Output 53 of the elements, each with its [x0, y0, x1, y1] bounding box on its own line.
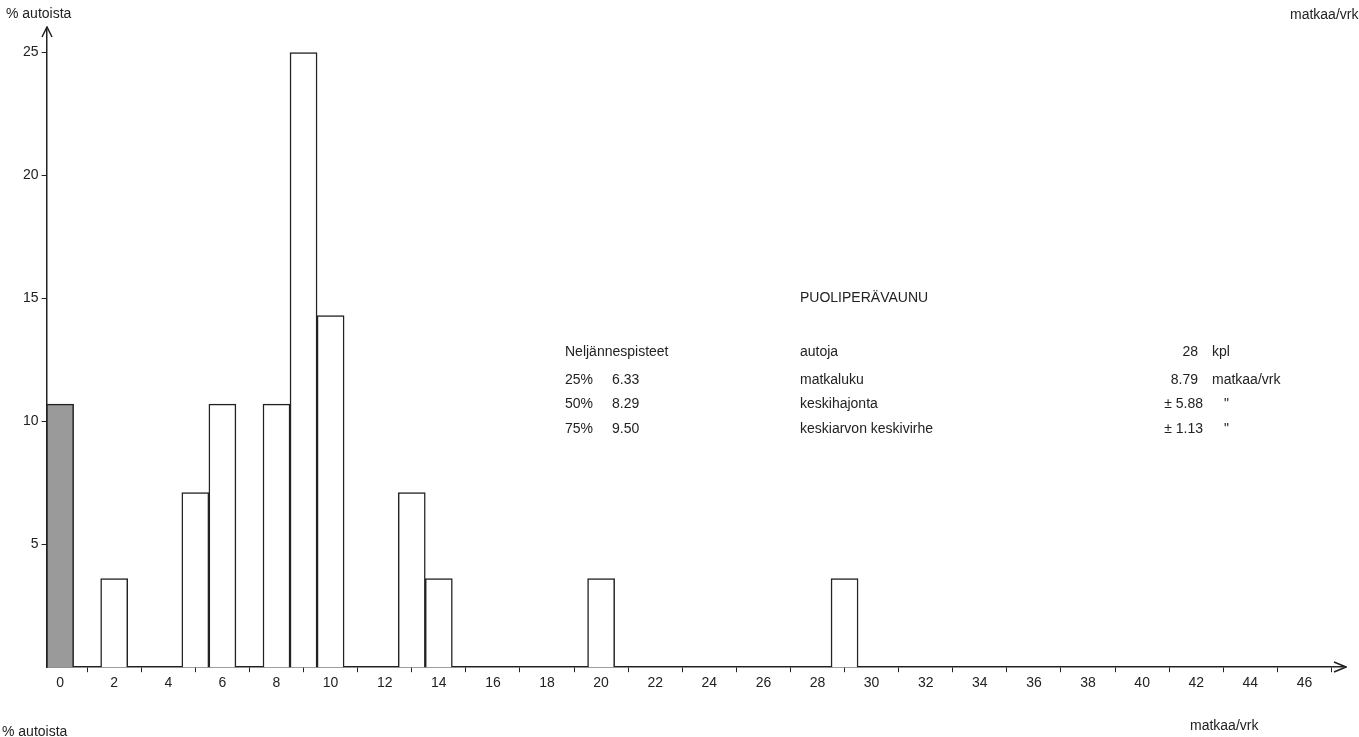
x-tick-label: 36: [1026, 674, 1042, 691]
x-tick-label: 2: [110, 674, 119, 691]
x-axis-title: matkaa/vrk: [1190, 716, 1260, 733]
y-axis-title: % autoista: [6, 4, 72, 21]
x-tick-label: 38: [1080, 674, 1097, 691]
x-tick-label: 18: [539, 674, 556, 691]
y-tick-label: 5: [30, 535, 39, 552]
y-tick-label: 15: [22, 289, 39, 306]
annotation: 6.33: [612, 370, 640, 387]
annotation: ± 1.13: [1164, 419, 1204, 436]
annotation: matkaluku: [800, 370, 864, 387]
x-tick-label: 14: [431, 674, 447, 691]
x-tick-label: 46: [1296, 674, 1313, 691]
annotation: autoja: [800, 342, 839, 359]
annotation: ": [1224, 394, 1229, 411]
annotation: ": [1224, 419, 1229, 436]
y-tick-label: 20: [22, 166, 39, 183]
x-tick-label: 20: [593, 674, 610, 691]
x-tick-label: 40: [1134, 674, 1151, 691]
x-tick-label: 24: [701, 674, 718, 691]
x-tick-label: 16: [485, 674, 501, 691]
text: % autoista: [2, 722, 68, 737]
annotation: 50%: [565, 394, 594, 411]
annotation: Neljännespisteet: [565, 342, 669, 359]
x-tick-label: 4: [164, 674, 173, 691]
x-tick-label: 10: [322, 674, 339, 691]
y-tick-label: 10: [22, 412, 39, 429]
x-tick-label: 30: [863, 674, 880, 691]
annotation: 28: [1182, 342, 1199, 359]
x-tick-label: 8: [272, 674, 281, 691]
annotation: 75%: [565, 419, 594, 436]
x-tick-label: 0: [56, 674, 65, 691]
annotation: matkaa/vrk: [1212, 370, 1282, 387]
x-tick-label: 12: [376, 674, 393, 691]
annotation: kpl: [1212, 342, 1230, 359]
annotation: keskiarvon keskivirhe: [800, 419, 934, 436]
x-tick-label: 26: [755, 674, 772, 691]
annotation: 8.29: [612, 394, 640, 411]
x-tick-label: 22: [647, 674, 664, 691]
x-tick-label: 6: [218, 674, 227, 691]
annotation: keskihajonta: [800, 394, 879, 411]
text: matkaa/vrk: [1290, 5, 1359, 22]
annotation: ± 5.88: [1164, 394, 1204, 411]
x-tick-label: 28: [809, 674, 826, 691]
x-tick-label: 42: [1188, 674, 1205, 691]
x-tick-label: 32: [917, 674, 934, 691]
y-tick-label: 25: [22, 43, 39, 60]
x-tick-label: 44: [1242, 674, 1259, 691]
annotation: 25%: [565, 370, 594, 387]
annotation: 9.50: [612, 419, 640, 436]
x-tick-label: 34: [972, 674, 988, 691]
text: PUOLIPERÄVAUNU: [800, 288, 929, 305]
annotation: 8.79: [1170, 370, 1199, 387]
